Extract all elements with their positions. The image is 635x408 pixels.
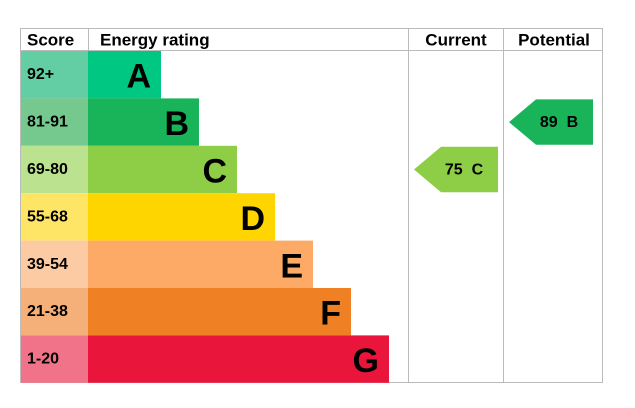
rating-bar (88, 98, 199, 146)
potential-letter: B (567, 114, 579, 131)
score-range: 81-91 (27, 114, 68, 131)
score-range: 55-68 (27, 208, 68, 225)
rating-bar (88, 193, 275, 241)
score-cell (21, 98, 88, 146)
rating-letter: F (320, 295, 341, 333)
header-current: Current (425, 31, 487, 50)
header-potential: Potential (518, 31, 590, 50)
potential-value: 89 (540, 114, 558, 131)
score-cell (21, 240, 88, 288)
current-label: 75 C (445, 161, 484, 178)
score-range: 21-38 (27, 303, 68, 320)
rating-bar (88, 288, 351, 336)
rating-letter: C (202, 153, 227, 191)
score-cell (21, 193, 88, 241)
current-letter: C (472, 161, 484, 178)
score-cell (21, 335, 88, 383)
score-range: 1-20 (27, 351, 59, 368)
rating-bar (88, 145, 237, 194)
header-rating: Energy rating (100, 31, 210, 50)
current-arrow (414, 146, 498, 193)
potential-label: 89 B (540, 114, 578, 131)
score-cell (21, 145, 88, 194)
rating-letter: D (240, 200, 265, 238)
rating-letter: A (126, 58, 151, 96)
score-range: 39-54 (27, 256, 68, 273)
score-cell (21, 288, 88, 336)
score-range: 92+ (27, 66, 54, 83)
header-score: Score (27, 31, 74, 50)
score-cell (21, 51, 88, 99)
current-value: 75 (445, 161, 463, 178)
rating-bar (88, 51, 161, 99)
rating-letter: G (353, 342, 379, 380)
rating-letter: B (164, 105, 189, 143)
score-range: 69-80 (27, 161, 68, 178)
rating-letter: E (280, 247, 303, 285)
potential-arrow (509, 99, 593, 145)
rating-bar (88, 335, 389, 383)
rating-bar (88, 240, 313, 288)
